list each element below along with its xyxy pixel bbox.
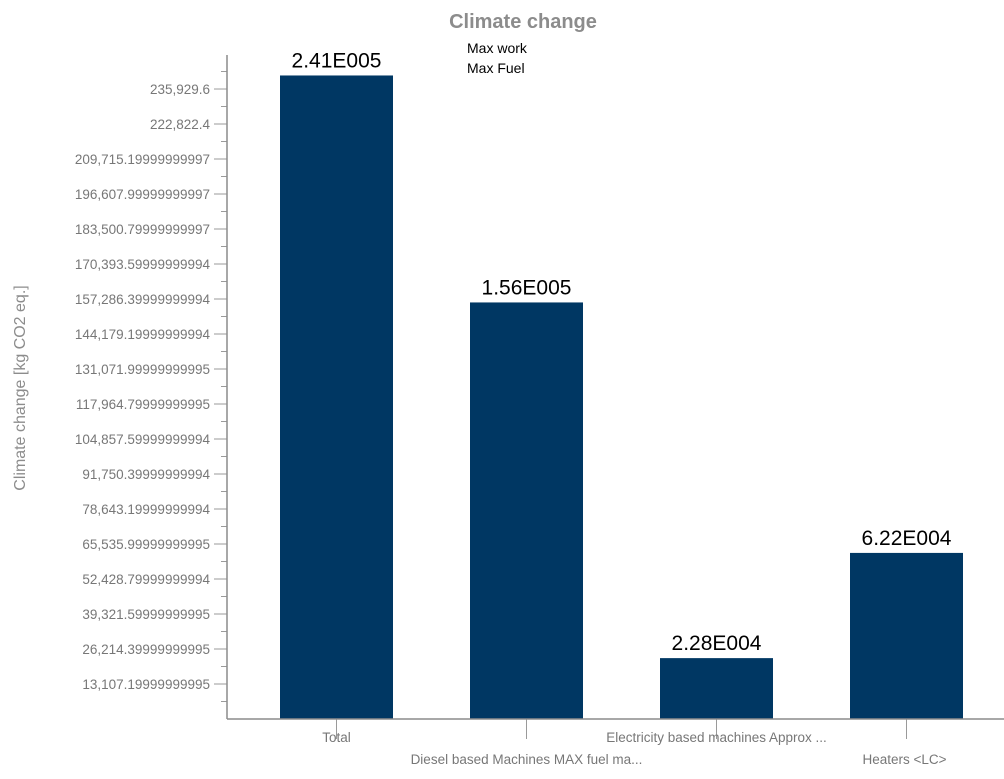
- legend-item-max-work: Max work: [467, 40, 528, 56]
- bar: [280, 75, 393, 720]
- y-tick-label: 209,715.19999999997: [75, 152, 210, 167]
- y-tick-label: 65,535.99999999995: [82, 537, 210, 552]
- y-tick-label: 196,607.99999999997: [75, 187, 210, 202]
- bar-value-label: 2.28E004: [672, 632, 762, 655]
- y-tick-label: 183,500.79999999997: [75, 222, 210, 237]
- y-tick-label: 131,071.99999999995: [75, 362, 210, 377]
- chart-title: Climate change: [449, 11, 597, 33]
- y-tick-label: 144,179.19999999994: [75, 327, 211, 342]
- bar: [470, 302, 583, 719]
- y-tick-label: 91,750.39999999994: [82, 467, 210, 482]
- y-tick-label: 222,822.4: [150, 117, 211, 132]
- x-tick-label: Heaters <LC>: [862, 752, 946, 767]
- x-axis-ticks: Total Diesel based Machines MAX fuel ma..…: [322, 719, 947, 767]
- y-tick-label: 78,643.19999999994: [82, 502, 210, 517]
- y-axis-ticks: 13,107.19999999995 26,214.39999999995 39,3…: [75, 71, 227, 703]
- y-axis-title: Climate change [kg CO2 eq.]: [12, 285, 29, 490]
- y-tick-label: 13,107.19999999995: [82, 677, 210, 692]
- legend-item-max-fuel: Max Fuel: [467, 60, 525, 76]
- x-tick-label: Total: [322, 730, 351, 745]
- x-tick-label: Diesel based Machines MAX fuel ma...: [411, 752, 643, 767]
- bar: [850, 552, 963, 719]
- y-tick-label: 117,964.79999999995: [76, 397, 210, 412]
- y-tick-label: 170,393.59999999994: [75, 257, 211, 272]
- y-tick-label: 235,929.6: [150, 82, 210, 97]
- y-tick-label: 26,214.39999999995: [82, 642, 210, 657]
- bar-value-label: 2.41E005: [292, 49, 382, 72]
- bar-value-label: 6.22E004: [862, 527, 952, 550]
- y-tick-label: 157,286.39999999994: [75, 292, 211, 307]
- x-tick-label: Electricity based machines Approx ...: [606, 730, 827, 745]
- y-tick-label: 39,321.59999999995: [82, 607, 210, 622]
- y-tick-label: 52,428.79999999994: [82, 572, 210, 587]
- bar-value-label: 1.56E005: [482, 276, 572, 299]
- bar: [660, 658, 773, 719]
- y-tick-label: 104,857.59999999994: [75, 432, 211, 447]
- bars-group: 2.41E005 1.56E005 2.28E004 6.22E004: [280, 49, 963, 720]
